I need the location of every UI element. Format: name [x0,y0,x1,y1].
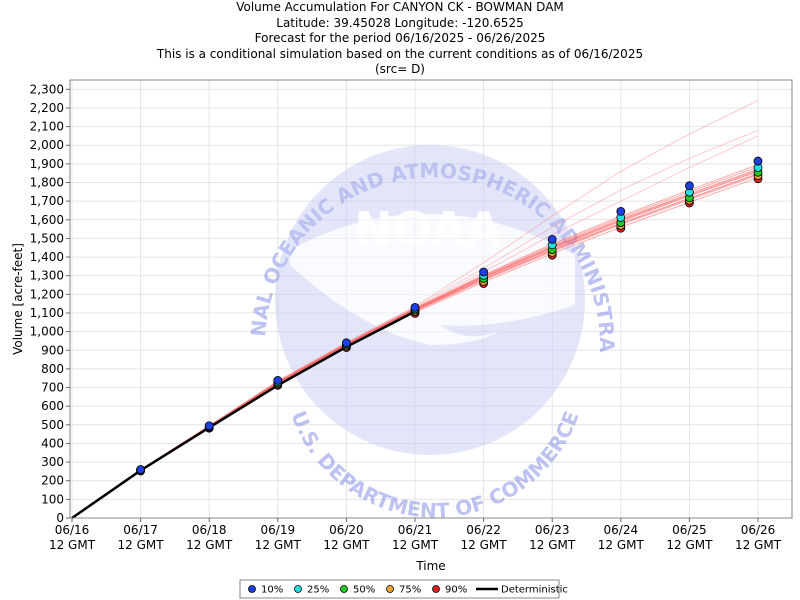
legend-marker [248,585,256,593]
x-tick-label-date: 06/21 [398,523,433,537]
y-tick-label: 1,900 [30,157,64,171]
y-tick-label: 1,100 [30,306,64,320]
y-tick-label: 1,200 [30,287,64,301]
x-tick-label-date: 06/25 [672,523,707,537]
x-tick-label-time: 12 GMT [49,538,96,552]
y-tick-label: 1,500 [30,231,64,245]
legend-label: 75% [399,585,421,596]
y-tick-label: 500 [41,418,64,432]
y-tick-label: 0 [56,511,64,525]
legend-box [239,579,560,599]
y-axis-title: Volume [acre-feet] [11,243,25,355]
x-tick-label-time: 12 GMT [461,538,508,552]
legend-marker [432,585,440,593]
x-tick-label-time: 12 GMT [255,538,302,552]
y-tick-label: 2,300 [30,82,64,96]
y-tick-label: 2,200 [30,101,64,115]
y-tick-label: 700 [41,381,64,395]
legend-marker [340,585,348,593]
y-tick-label: 1,000 [30,325,64,339]
deterministic-line-group [71,310,416,520]
chart-subtitle-source: (src= D) [375,62,425,76]
legend-marker [294,585,302,593]
x-tick-label-date: 06/16 [55,523,90,537]
legend-label: 50% [353,585,375,596]
legend: 10% 25% 50% 75% 90% Deterministic [239,579,568,599]
x-tick-label-time: 12 GMT [529,538,576,552]
legend-label: 90% [445,585,467,596]
x-tick-label-date: 06/24 [604,523,639,537]
y-tick-label: 600 [41,399,64,413]
plot-frame [69,79,793,519]
legend-label: 10% [261,585,283,596]
x-tick-label-time: 12 GMT [323,538,370,552]
marker-10pct [547,234,557,244]
legend-label: 25% [307,585,329,596]
y-axis: 0 100 200 300 400 500 600 700 800 900 1,000 1,100 1,… [30,82,70,525]
marker-10pct [341,338,351,348]
x-tick-label-time: 12 GMT [392,538,439,552]
y-tick-label: 1,700 [30,194,64,208]
chart-subtitle-condition: This is a conditional simulation based o… [156,46,644,61]
chart-subtitle-period: Forecast for the period 06/16/2025 - 06/… [254,31,546,45]
legend-marker [386,585,394,593]
x-tick-label-date: 06/22 [466,523,501,537]
y-tick-label: 2,000 [30,138,64,152]
chart-subtitle-location: Latitude: 39.45028 Longitude: -120.6525 [276,15,524,30]
x-tick-label-date: 06/18 [192,523,227,537]
x-tick-label-time: 12 GMT [598,538,645,552]
y-tick-label: 1,300 [30,269,64,283]
marker-10pct [410,302,420,312]
y-tick-label: 400 [41,436,64,450]
marker-10pct [273,376,283,385]
x-tick-label-date: 06/20 [329,523,364,537]
chart-titles: Volume Accumulation For CANYON CK - BOWM… [0,0,800,78]
y-tick-label: 1,400 [30,250,64,264]
x-tick-label-date: 06/17 [123,523,158,537]
y-tick-label: 100 [41,492,64,506]
x-tick-label-date: 06/19 [261,523,296,537]
x-tick-label-time: 12 GMT [118,538,165,552]
percentile-markers [136,156,763,476]
marker-10pct [753,156,763,166]
chart-title: Volume Accumulation For CANYON CK - BOWM… [236,0,564,14]
x-tick-label-time: 12 GMT [186,538,233,552]
x-tick-label-date: 06/23 [535,523,570,537]
marker-10pct [685,181,694,191]
deterministic-line [71,310,416,520]
y-tick-label: 900 [41,343,64,357]
y-tick-label: 2,100 [30,120,64,134]
logo-word: NOAA [354,202,502,256]
x-tick-label-time: 12 GMT [735,538,782,552]
y-tick-label: 1,800 [30,176,64,190]
y-tick-label: 200 [41,474,64,488]
y-tick-label: 1,600 [30,213,64,227]
marker-10pct [204,421,214,431]
x-axis-title: Time [415,559,445,573]
y-tick-label: 800 [41,362,64,376]
marker-10pct [616,206,626,216]
y-tick-label: 300 [41,455,64,469]
logo-seagull [290,213,575,345]
marker-10pct [479,267,489,277]
x-tick-label-date: 06/26 [741,523,776,537]
marker-10pct [136,465,146,474]
logo-globe [275,145,585,455]
x-tick-label-time: 12 GMT [666,538,713,552]
legend-label: Deterministic [501,585,568,596]
